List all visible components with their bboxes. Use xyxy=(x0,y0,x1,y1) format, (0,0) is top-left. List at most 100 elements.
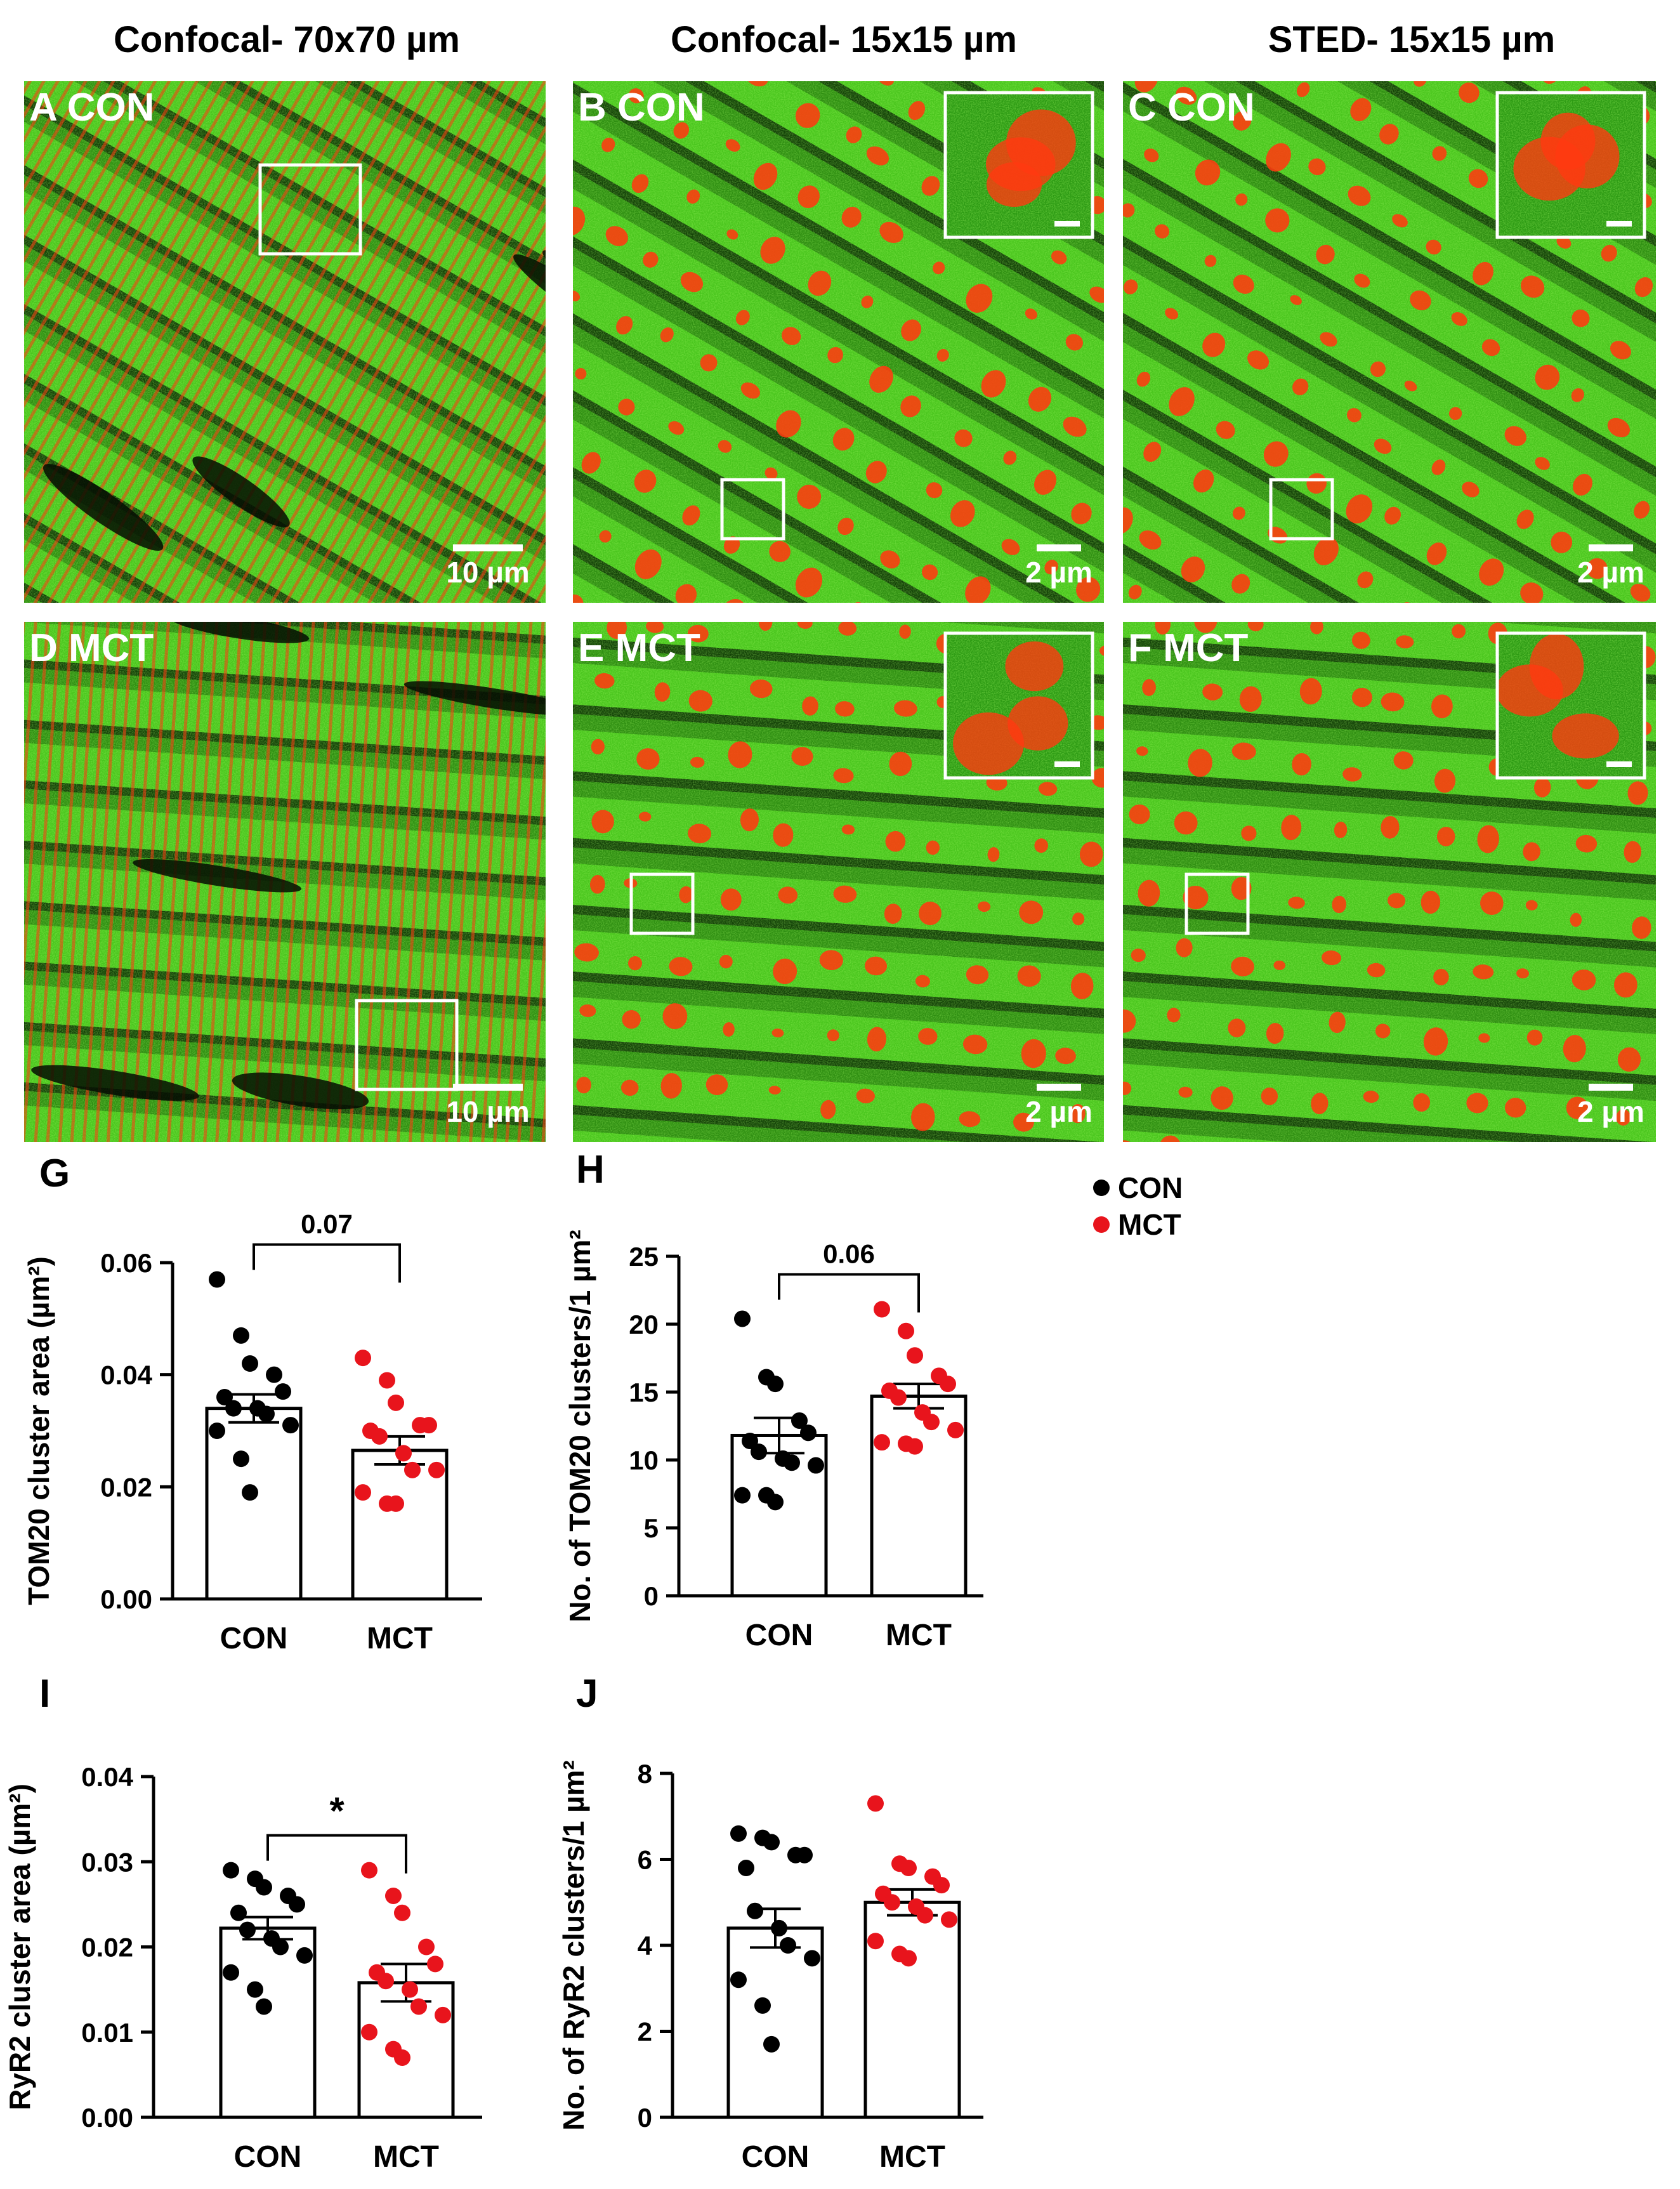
striation-line xyxy=(77,622,153,1142)
scale-bar-label: 10 µm xyxy=(446,1095,529,1128)
punctum xyxy=(622,0,650,23)
zoom-inset xyxy=(1495,91,1646,239)
punctum xyxy=(769,541,791,562)
punctum xyxy=(753,162,778,190)
punctum xyxy=(1381,692,1405,712)
punctum xyxy=(1047,1261,1071,1287)
punctum xyxy=(411,1192,426,1208)
inset-punctum xyxy=(1540,112,1596,170)
punctum xyxy=(533,1393,556,1421)
punctum xyxy=(1551,1233,1564,1249)
punctum xyxy=(1388,893,1406,909)
striation-line xyxy=(24,81,365,603)
data-point xyxy=(907,1438,923,1455)
punctum xyxy=(1146,1244,1166,1260)
data-point xyxy=(947,1421,964,1438)
striation-line xyxy=(486,622,546,1142)
punctum xyxy=(493,1272,517,1294)
data-point xyxy=(209,1271,225,1288)
striation-line xyxy=(161,81,546,603)
punctum xyxy=(1070,1104,1086,1124)
punctum xyxy=(1201,1391,1216,1409)
fiber-band xyxy=(844,1178,1680,1292)
punctum xyxy=(1432,146,1447,161)
data-point xyxy=(223,1964,239,1981)
y-axis-label: No. of RyR2 clusters/1 µm² xyxy=(557,1760,590,2131)
punctum xyxy=(1051,1320,1064,1333)
punctum xyxy=(1234,1416,1256,1435)
punctum xyxy=(1448,407,1462,420)
punctum xyxy=(867,1027,887,1052)
punctum xyxy=(1231,742,1256,761)
punctum xyxy=(687,624,709,643)
punctum xyxy=(1001,1297,1021,1318)
scale-bar xyxy=(453,1084,523,1091)
punctum xyxy=(1311,1220,1328,1233)
punctum xyxy=(680,272,704,293)
punctum xyxy=(1202,1151,1227,1177)
punctum xyxy=(1613,1167,1634,1190)
punctum xyxy=(1266,0,1283,3)
punctum xyxy=(879,221,903,243)
punctum xyxy=(1285,0,1306,8)
punctum xyxy=(690,756,705,768)
data-point xyxy=(763,1834,780,1851)
scale-bar-label: 2 µm xyxy=(1577,1095,1644,1128)
punctum xyxy=(1281,815,1302,841)
y-tick-label: 6 xyxy=(638,1845,652,1875)
punctum xyxy=(699,1214,714,1230)
data-point xyxy=(230,1904,247,1921)
punctum xyxy=(1013,1112,1034,1132)
data-point xyxy=(917,1907,933,1924)
punctum xyxy=(899,624,911,639)
punctum xyxy=(573,291,581,301)
punctum xyxy=(549,126,572,150)
punctum xyxy=(643,251,659,268)
punctum xyxy=(1251,1147,1275,1177)
zoom-inset xyxy=(943,91,1094,239)
striation-line xyxy=(24,81,334,603)
punctum xyxy=(1572,970,1596,990)
striation-line xyxy=(53,622,129,1142)
punctum xyxy=(820,1100,836,1119)
data-point xyxy=(784,1454,800,1471)
punctum xyxy=(702,1153,721,1175)
punctum xyxy=(594,673,615,689)
punctum xyxy=(1233,274,1254,294)
striation-line xyxy=(56,81,546,603)
punctum xyxy=(509,1203,526,1218)
punctum xyxy=(1500,1166,1524,1192)
punctum xyxy=(1053,18,1084,51)
punctum xyxy=(686,189,700,204)
data-point xyxy=(289,1896,305,1913)
panel-label: E MCT xyxy=(578,626,700,670)
punctum xyxy=(1357,571,1374,589)
punctum xyxy=(827,346,843,364)
punctum xyxy=(884,904,902,924)
punctum xyxy=(654,682,671,702)
punctum xyxy=(885,831,906,852)
punctum xyxy=(1188,749,1212,777)
data-point xyxy=(256,1998,272,2015)
punctum xyxy=(557,415,574,428)
punctum xyxy=(1658,1181,1672,1193)
data-point xyxy=(898,1322,914,1339)
punctum xyxy=(744,0,769,14)
punctum xyxy=(1051,250,1067,265)
striation-line xyxy=(306,622,381,1142)
chart-panel-i: I 0.00 0.01 0.02 0.03 0.04 RyR2 cluster area (… xyxy=(3,1672,482,2174)
y-tick-label: 25 xyxy=(629,1242,659,1272)
punctum xyxy=(987,847,1000,862)
punctum xyxy=(1367,963,1386,978)
scale-bar-label: 2 µm xyxy=(1577,556,1644,589)
punctum xyxy=(1634,501,1650,519)
significance-bracket xyxy=(266,1834,407,1874)
punctum xyxy=(1533,1431,1556,1450)
punctum xyxy=(1595,1241,1616,1263)
x-tick-label: CON xyxy=(742,2140,810,2174)
punctum xyxy=(1062,1206,1087,1234)
data-point xyxy=(767,1376,784,1393)
punctum xyxy=(922,564,938,581)
punctum xyxy=(1443,1438,1460,1456)
y-tick-label: 5 xyxy=(644,1513,659,1543)
